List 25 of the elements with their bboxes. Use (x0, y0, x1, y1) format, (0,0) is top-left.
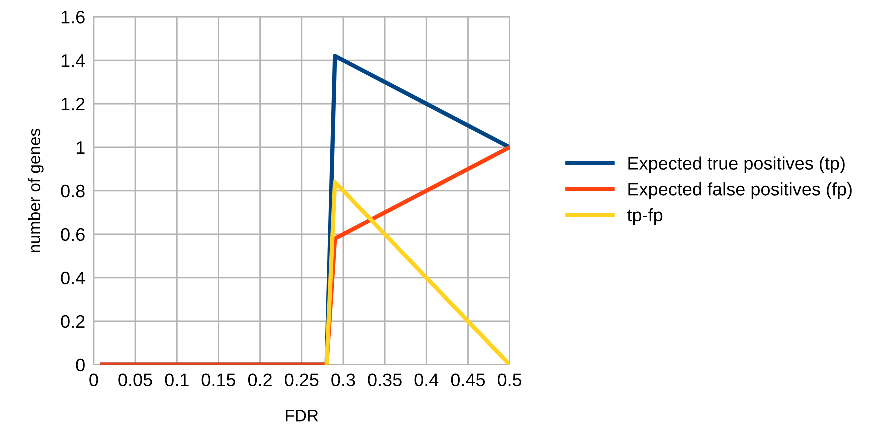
x-tick-label: 0.2 (248, 374, 272, 386)
legend-label: Expected true positives (tp) (628, 156, 845, 174)
x-tick-label: 0.25 (285, 374, 319, 386)
x-tick-label: 0.3 (332, 374, 356, 386)
x-tick-label: 0.5 (498, 374, 522, 386)
y-tick-label: 0.4 (61, 272, 86, 285)
y-tick-label: 0.2 (61, 315, 85, 328)
x-tick-label: 0.4 (414, 374, 439, 386)
y-axis-title: number of genes (28, 129, 44, 252)
y-tick-label: 1.4 (62, 54, 86, 68)
y-tick-label: 0.6 (61, 228, 85, 242)
x-tick-label: 0.45 (451, 374, 486, 386)
x-tick-label: 0.1 (165, 374, 189, 386)
x-tick-label: 0.35 (368, 374, 402, 386)
x-tick-label: 0 (90, 374, 98, 386)
legend-label: tp-fp (628, 208, 663, 226)
y-tick-label: 1.6 (62, 10, 85, 24)
legend-label: Expected false positives (fp) (628, 182, 852, 200)
y-tick-label: 0.8 (61, 184, 85, 198)
x-tick-label: 0.05 (118, 374, 152, 386)
y-tick-label: 1 (76, 142, 85, 154)
x-tick-label: 0.15 (202, 374, 236, 386)
y-tick-label: 0 (76, 358, 85, 372)
x-axis-title: FDR (286, 410, 318, 422)
y-tick-label: 1.2 (62, 98, 85, 111)
